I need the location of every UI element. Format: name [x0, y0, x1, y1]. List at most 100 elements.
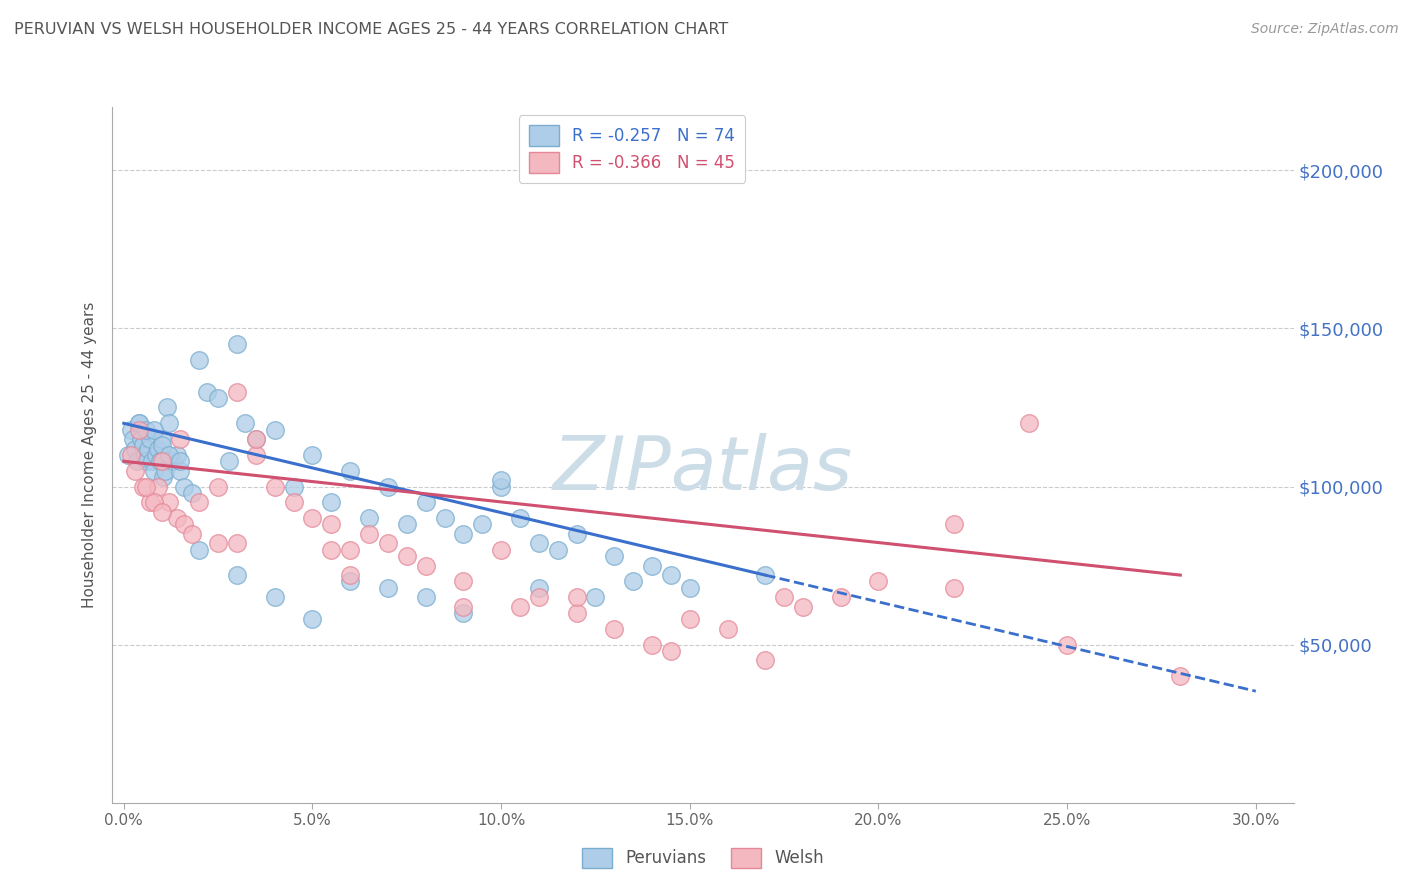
Point — [188, 353, 211, 368]
Point — [207, 479, 229, 493]
Point — [585, 591, 607, 605]
Point — [395, 549, 418, 563]
Point — [621, 574, 644, 589]
Point — [565, 606, 588, 620]
Point — [339, 574, 361, 589]
Point — [131, 438, 153, 452]
Point — [150, 454, 173, 468]
Point — [188, 542, 211, 557]
Point — [120, 448, 142, 462]
Legend: R = -0.257   N = 74, R = -0.366   N = 45: R = -0.257 N = 74, R = -0.366 N = 45 — [519, 115, 745, 183]
Point — [207, 536, 229, 550]
Point — [263, 423, 285, 437]
Point — [830, 591, 852, 605]
Point — [679, 581, 702, 595]
Text: PERUVIAN VS WELSH HOUSEHOLDER INCOME AGES 25 - 44 YEARS CORRELATION CHART: PERUVIAN VS WELSH HOUSEHOLDER INCOME AGE… — [14, 22, 728, 37]
Point — [129, 432, 152, 446]
Point — [603, 549, 626, 563]
Point — [149, 454, 172, 468]
Point — [157, 448, 180, 462]
Point — [603, 622, 626, 636]
Point — [157, 495, 180, 509]
Point — [169, 454, 191, 468]
Point — [489, 542, 512, 557]
Point — [301, 612, 323, 626]
Point — [942, 581, 965, 595]
Point — [321, 542, 343, 557]
Point — [565, 527, 588, 541]
Point — [433, 511, 456, 525]
Point — [141, 454, 163, 468]
Point — [263, 479, 285, 493]
Point — [641, 558, 664, 573]
Point — [679, 612, 702, 626]
Point — [527, 581, 550, 595]
Point — [245, 432, 267, 446]
Point — [641, 638, 664, 652]
Point — [180, 527, 202, 541]
Text: Source: ZipAtlas.com: Source: ZipAtlas.com — [1251, 22, 1399, 37]
Point — [527, 536, 550, 550]
Point — [339, 568, 361, 582]
Point — [471, 517, 494, 532]
Point — [226, 568, 249, 582]
Point — [321, 495, 343, 509]
Point — [283, 479, 305, 493]
Point — [357, 527, 380, 541]
Point — [135, 454, 157, 468]
Point — [169, 464, 191, 478]
Point — [565, 591, 588, 605]
Point — [173, 517, 195, 532]
Point — [180, 486, 202, 500]
Point — [377, 479, 399, 493]
Point — [754, 653, 776, 667]
Point — [124, 464, 146, 478]
Point — [152, 470, 174, 484]
Point — [128, 423, 150, 437]
Point — [509, 599, 531, 614]
Point — [166, 511, 188, 525]
Point — [1168, 669, 1191, 683]
Point — [489, 473, 512, 487]
Point — [150, 505, 173, 519]
Point — [139, 432, 162, 446]
Point — [143, 464, 166, 478]
Point — [162, 454, 184, 468]
Point — [150, 432, 173, 446]
Point — [226, 384, 249, 399]
Point — [509, 511, 531, 525]
Point — [218, 454, 240, 468]
Point — [942, 517, 965, 532]
Point — [122, 432, 145, 446]
Point — [120, 423, 142, 437]
Point — [166, 448, 188, 462]
Point — [134, 448, 156, 462]
Point — [283, 495, 305, 509]
Point — [263, 591, 285, 605]
Point — [125, 454, 148, 468]
Point — [188, 495, 211, 509]
Point — [156, 401, 179, 415]
Text: ZIPatlas: ZIPatlas — [553, 433, 853, 505]
Point — [773, 591, 796, 605]
Point — [143, 423, 166, 437]
Point — [117, 448, 139, 462]
Point — [135, 479, 157, 493]
Point — [489, 479, 512, 493]
Point — [301, 511, 323, 525]
Point — [124, 442, 146, 456]
Point — [792, 599, 814, 614]
Point — [716, 622, 738, 636]
Point — [145, 448, 167, 462]
Point — [659, 568, 682, 582]
Point — [754, 568, 776, 582]
Point — [146, 442, 169, 456]
Legend: Peruvians, Welsh: Peruvians, Welsh — [575, 841, 831, 875]
Point — [157, 417, 180, 431]
Point — [453, 599, 475, 614]
Point — [155, 464, 177, 478]
Point — [135, 423, 157, 437]
Point — [1018, 417, 1040, 431]
Point — [415, 591, 437, 605]
Point — [527, 591, 550, 605]
